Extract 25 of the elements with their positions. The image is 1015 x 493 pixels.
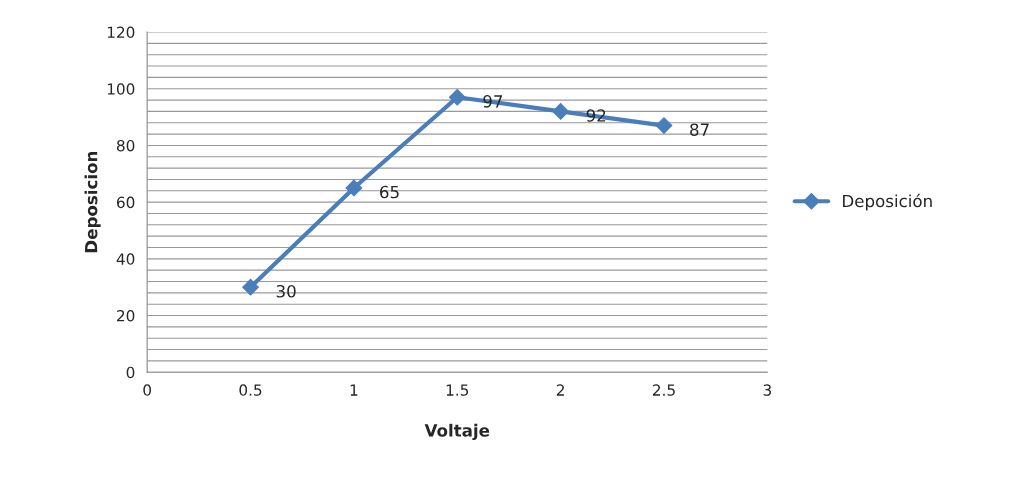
y-tick-label: 60 (117, 196, 135, 209)
data-label: 65 (380, 185, 399, 199)
y-tick-label: 40 (116, 253, 135, 265)
y-tick-label: 120 (107, 26, 135, 39)
point (552, 103, 569, 120)
point (242, 278, 259, 296)
y-tick-label: 100 (107, 83, 135, 95)
data-label: 30 (276, 284, 296, 298)
point (655, 117, 673, 134)
y-tick-label: 80 (116, 139, 135, 152)
legend-label: Deposición (843, 193, 932, 211)
x-tick-label: 1.5 (446, 384, 469, 396)
x-tick-label: 0.5 (239, 384, 262, 396)
y-tick-label: 0 (126, 366, 135, 379)
point (448, 88, 466, 106)
x-tick-label: 2.5 (652, 384, 675, 396)
x-tick-label: 2 (556, 384, 564, 396)
x-tick-label: 0 (143, 384, 152, 396)
y-tick-label: 20 (117, 309, 135, 322)
y-axis-title: Deposicion (84, 151, 101, 253)
x-tick-label: 3 (763, 384, 771, 396)
point (345, 179, 363, 197)
data-label: 87 (690, 123, 709, 136)
x-axis-title: Voltaje (424, 423, 490, 441)
x-tick-label: 1 (350, 384, 358, 396)
